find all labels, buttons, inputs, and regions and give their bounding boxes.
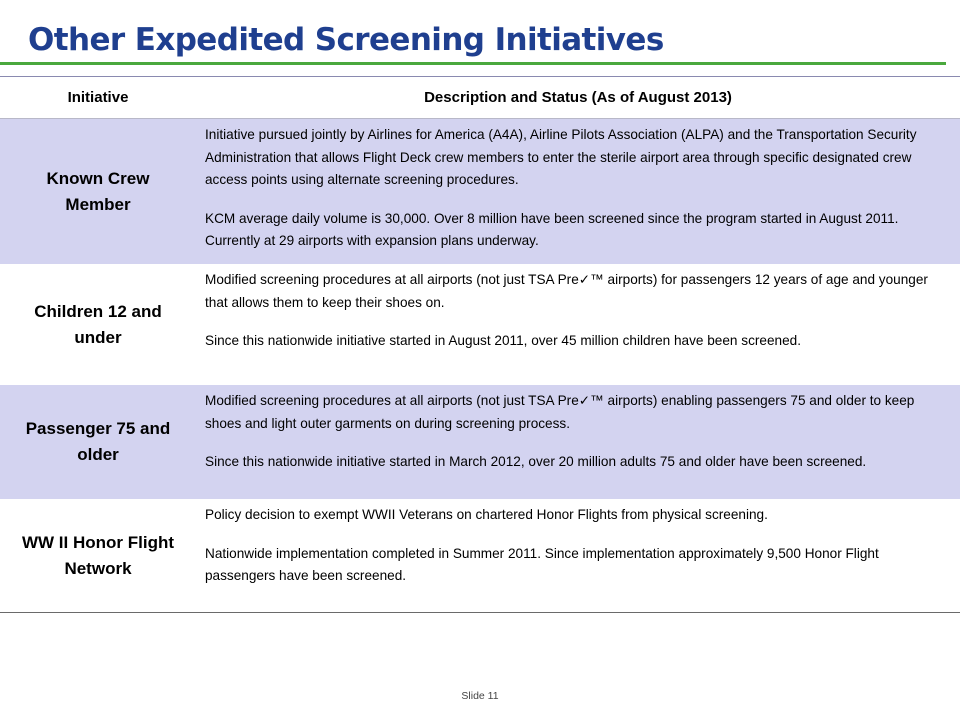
description-paragraph: Initiative pursued jointly by Airlines f… <box>205 127 917 187</box>
table-row-honor-flight: WW II Honor Flight Network Policy decisi… <box>0 499 960 612</box>
initiative-description: Policy decision to exempt WWII Veterans … <box>205 504 948 588</box>
initiative-name: Passenger 75 and older <box>25 419 171 464</box>
description-paragraph: Since this nationwide initiative started… <box>205 333 801 348</box>
slide-number: Slide 11 <box>461 690 499 702</box>
table-row-known-crew-member: Known Crew Member Initiative pursued joi… <box>0 119 960 264</box>
table-header: Initiative Description and Status (As of… <box>0 77 960 119</box>
description-paragraph: Modified screening procedures at all air… <box>205 393 915 431</box>
slide-title: Other Expedited Screening Initiatives <box>28 22 664 58</box>
description-paragraph: Policy decision to exempt WWII Veterans … <box>205 507 768 522</box>
initiative-name: WW II Honor Flight Network <box>21 532 174 578</box>
initiative-description: Initiative pursued jointly by Airlines f… <box>205 124 948 253</box>
table-row-children: Children 12 and under Modified screening… <box>0 264 960 385</box>
initiative-name: Children 12 and under <box>34 301 162 347</box>
initiative-name: Known Crew Member <box>46 168 150 214</box>
table-row-passenger-75: Passenger 75 and older Modified screenin… <box>0 385 960 499</box>
description-paragraph: Since this nationwide initiative started… <box>205 454 867 469</box>
description-paragraph: Modified screening procedures at all air… <box>205 272 928 310</box>
initiative-description: Modified screening procedures at all air… <box>205 269 948 353</box>
title-divider <box>0 62 946 65</box>
header-initiative: Initiative <box>67 89 129 106</box>
initiatives-table: Initiative Description and Status (As of… <box>0 76 960 613</box>
description-paragraph: Nationwide implementation completed in S… <box>205 545 879 584</box>
initiative-description: Modified screening procedures at all air… <box>205 390 948 474</box>
description-paragraph: KCM average daily volume is 30,000. Over… <box>205 210 899 249</box>
header-description: Description and Status (As of August 201… <box>424 89 732 106</box>
